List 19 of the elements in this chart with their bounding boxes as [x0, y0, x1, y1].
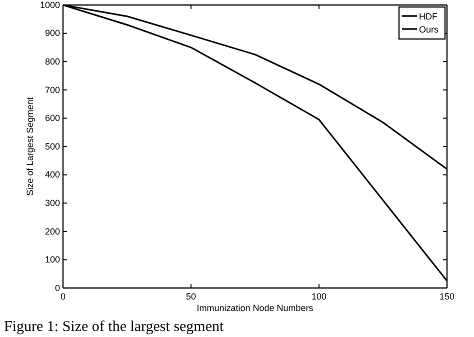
y-tick-label: 300: [44, 198, 60, 208]
x-tick-label: 150: [439, 291, 455, 302]
y-axis-title: Size of Largest Segment: [25, 96, 35, 196]
y-tick-label: 900: [44, 28, 60, 38]
y-tick-label: 1000: [40, 0, 60, 10]
y-tick-label: 600: [44, 113, 60, 124]
x-tick-label: 100: [311, 291, 327, 302]
x-tick-label: 50: [186, 291, 196, 302]
y-tick-label: 800: [44, 56, 60, 66]
y-tick-label: 0: [54, 282, 60, 293]
y-tick-label: 500: [44, 141, 60, 152]
y-tick-label: 200: [44, 226, 60, 236]
y-tick-label: 700: [44, 84, 60, 95]
y-tick-label: 100: [44, 254, 60, 265]
y-tick-label: 400: [44, 170, 60, 180]
legend-label: HDF: [419, 12, 438, 22]
legend-label: Ours: [419, 24, 440, 34]
caption: Figure 1: Size of the largest segment: [4, 319, 225, 335]
x-axis-title: Immunization Node Numbers: [196, 303, 314, 313]
